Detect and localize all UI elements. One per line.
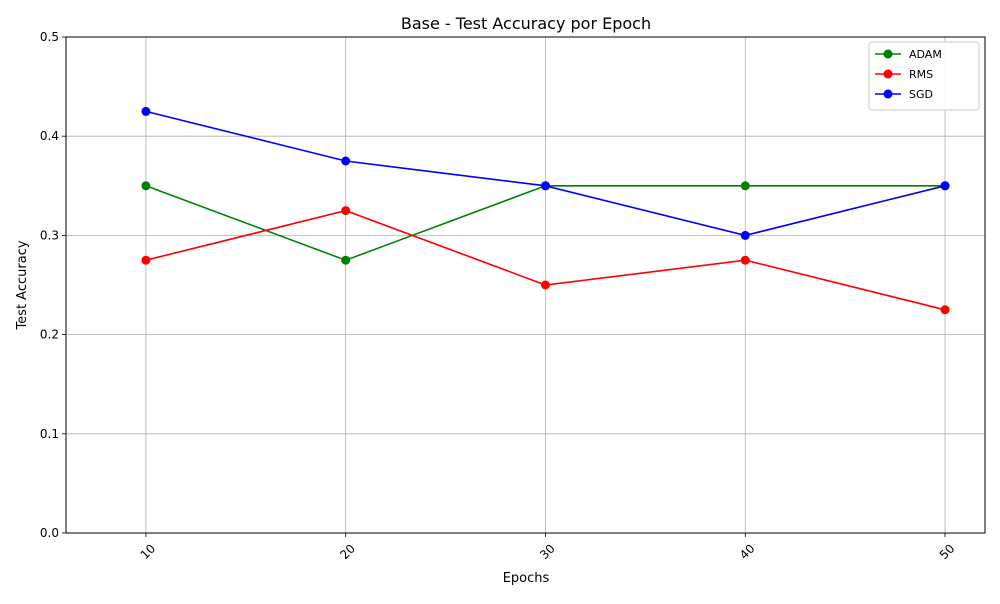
data-point-sgd <box>940 181 950 191</box>
y-tick-label: 0.1 <box>40 427 59 441</box>
legend-marker-rms <box>883 69 893 79</box>
legend-marker-adam <box>883 49 893 59</box>
y-tick-label: 0.3 <box>40 228 59 242</box>
series-sgd <box>141 106 950 240</box>
legend-label-sgd: SGD <box>909 88 933 101</box>
data-point-rms <box>341 206 351 216</box>
x-tick-label: 10 <box>138 541 159 562</box>
plot-frame <box>65 36 986 534</box>
legend-label-adam: ADAM <box>909 48 942 61</box>
legend-item-sgd: SGD <box>875 88 933 101</box>
legend: ADAM RMS SGD <box>868 41 980 111</box>
data-point-rms <box>540 280 550 290</box>
x-tick-label: 50 <box>937 541 958 562</box>
x-tick-label: 20 <box>337 541 358 562</box>
x-tick-label: 40 <box>737 541 758 562</box>
axes: 10 20 30 40 50 0.0 0.1 0.2 0.3 0.4 0.5 <box>40 30 986 562</box>
legend-item-adam: ADAM <box>875 48 942 61</box>
y-axis-label: Test Accuracy <box>15 240 30 330</box>
data-point-rms <box>940 305 950 315</box>
series-layer <box>141 106 950 315</box>
data-point-sgd <box>141 106 151 116</box>
y-tick-label: 0.5 <box>40 30 59 44</box>
legend-box <box>868 41 980 111</box>
data-point-sgd <box>540 181 550 191</box>
x-axis-label: Epochs <box>503 571 550 586</box>
legend-item-rms: RMS <box>875 68 933 81</box>
y-tick-label: 0.2 <box>40 328 59 342</box>
data-point-rms <box>141 255 151 265</box>
data-point-adam <box>341 255 351 265</box>
data-point-adam <box>740 181 750 191</box>
data-point-adam <box>141 181 151 191</box>
y-tick-label: 0.4 <box>40 129 59 143</box>
data-point-sgd <box>740 230 750 240</box>
y-tick-label: 0.0 <box>40 526 59 540</box>
legend-label-rms: RMS <box>909 68 933 81</box>
x-tick-label: 30 <box>537 541 558 562</box>
series-rms <box>141 206 950 315</box>
data-point-rms <box>740 255 750 265</box>
legend-marker-sgd <box>883 89 893 99</box>
data-point-sgd <box>341 156 351 166</box>
chart-title: Base - Test Accuracy por Epoch <box>401 14 651 33</box>
